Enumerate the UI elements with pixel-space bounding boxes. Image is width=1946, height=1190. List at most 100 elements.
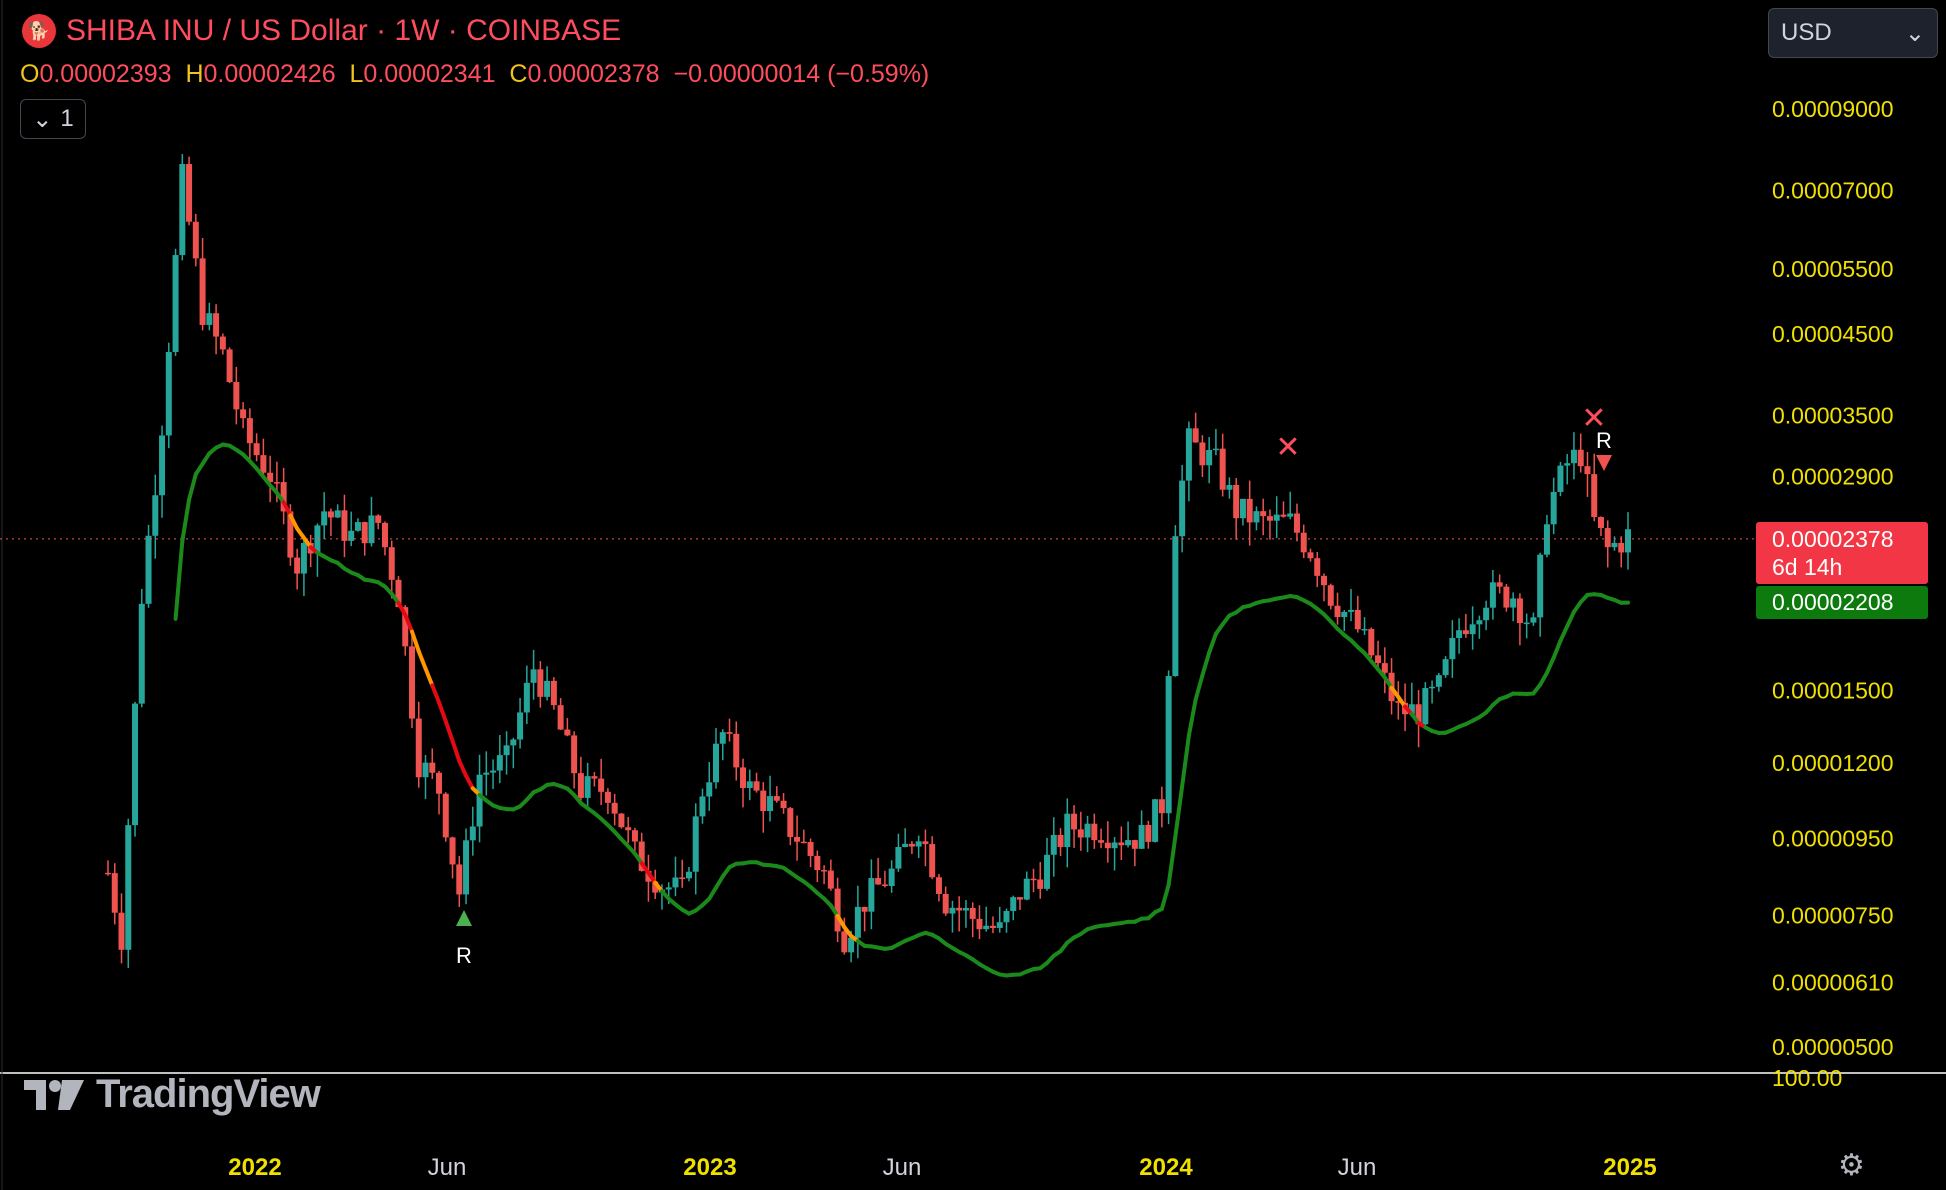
candle-body (888, 868, 895, 887)
symbol-header: 🐕 SHIBA INU / US Dollar · 1W · COINBASE (22, 14, 621, 48)
candle-body (1543, 524, 1550, 555)
countdown-text: 6d 14h (1772, 554, 1842, 580)
candle-body (1273, 514, 1280, 521)
candle-body (868, 878, 875, 912)
candle-body (1435, 675, 1442, 687)
candle-body (1503, 586, 1510, 608)
time-axis-label: Jun (1338, 1154, 1377, 1181)
trail-stop-segment (437, 700, 448, 724)
symbol-title[interactable]: SHIBA INU / US Dollar · 1W · COINBASE (66, 14, 622, 47)
candle-body (625, 827, 632, 831)
low-value: 0.00002341 (363, 60, 496, 88)
price-axis-label: 0.00009000 (1772, 96, 1894, 122)
sell-signal-triangle (1596, 455, 1612, 471)
candle-body (1057, 834, 1064, 848)
candle-body (699, 796, 706, 817)
trail-stop-segment (193, 461, 205, 477)
candle-body (496, 755, 503, 771)
trail-stop-segment (443, 719, 455, 743)
candle-body (1233, 484, 1240, 519)
candle-body (1550, 491, 1557, 525)
candle-body (577, 773, 584, 798)
candle-body (834, 888, 841, 932)
candle-body (895, 847, 902, 869)
trail-stop-segment (1200, 650, 1212, 678)
candle-body (1158, 799, 1165, 814)
candle-body (800, 841, 807, 844)
trail-stop-segment (828, 903, 840, 918)
candle-body (638, 841, 645, 871)
candle-body (1577, 449, 1584, 467)
candle-body (1442, 659, 1449, 676)
candle-body (1456, 630, 1463, 639)
candle-body (111, 873, 118, 913)
candle-body (523, 682, 530, 713)
candle-body (1064, 813, 1071, 848)
candle-body (132, 703, 139, 826)
candle-body (436, 772, 443, 794)
candle-body (1469, 624, 1476, 635)
candle-body (105, 872, 111, 875)
candle-body (1199, 442, 1206, 466)
trail-stop-segment (430, 683, 442, 705)
candle-body (1354, 609, 1361, 630)
indicator-value-badge (1756, 586, 1928, 619)
trail-stop-segment (1166, 834, 1178, 887)
trail-stop-segment (423, 666, 435, 688)
price-axis-label: 0.00001500 (1772, 677, 1894, 703)
candle-body (571, 735, 578, 774)
candle-body (861, 906, 868, 912)
price-axis-label: 0.00007000 (1772, 178, 1894, 204)
tradingview-logo[interactable]: TradingView (24, 1072, 321, 1117)
candle-body (814, 855, 821, 871)
candle-body (787, 808, 794, 838)
candle-body (631, 830, 638, 842)
candle-body (510, 739, 517, 746)
candle-body (280, 482, 287, 512)
trail-stop-segment (200, 451, 212, 466)
candle-body (564, 729, 571, 736)
candle-body (976, 918, 983, 930)
currency-select[interactable]: USD ⌄ (1768, 8, 1938, 58)
trail-stop-segment (288, 513, 300, 531)
settings-icon[interactable]: ⚙ (1838, 1149, 1865, 1182)
candle-body (219, 336, 226, 350)
candle-body (517, 712, 524, 740)
candle-body (1253, 511, 1260, 523)
signal-label: R (456, 943, 472, 968)
candle-body (1368, 629, 1375, 656)
candle-body (935, 877, 942, 894)
candle-body (1152, 799, 1159, 842)
candle-body (456, 864, 463, 895)
candle-body (1219, 448, 1226, 490)
candle-body (294, 557, 301, 574)
time-axis-label: 2022 (228, 1154, 281, 1181)
candle-body (361, 522, 368, 544)
candle-body (1327, 585, 1334, 606)
trail-stop-segment (457, 758, 469, 778)
candle-body (1172, 536, 1179, 677)
candle-body (1017, 897, 1023, 900)
candle-body (469, 826, 476, 841)
candle-body (746, 781, 753, 789)
collapse-indicators-button[interactable]: ⌄ 1 (20, 99, 86, 139)
candle-body (584, 776, 591, 798)
candle-body (1516, 598, 1523, 624)
candle-body (1030, 878, 1037, 881)
candle-body (841, 931, 848, 953)
candle-body (159, 435, 166, 496)
candle-body (490, 770, 497, 773)
candle-body (1293, 513, 1300, 533)
candle-body (1077, 829, 1084, 838)
candle-body (908, 843, 915, 847)
indicator-count: 1 (60, 105, 74, 132)
candle-body (1584, 466, 1591, 475)
candle-body (1341, 611, 1348, 618)
chevron-down-icon: ⌄ (1904, 19, 1925, 47)
candle-body (118, 912, 125, 950)
candle-body (1591, 474, 1598, 518)
candle-body (1287, 513, 1294, 517)
candle-body (996, 922, 1003, 928)
candle-body (246, 418, 253, 444)
